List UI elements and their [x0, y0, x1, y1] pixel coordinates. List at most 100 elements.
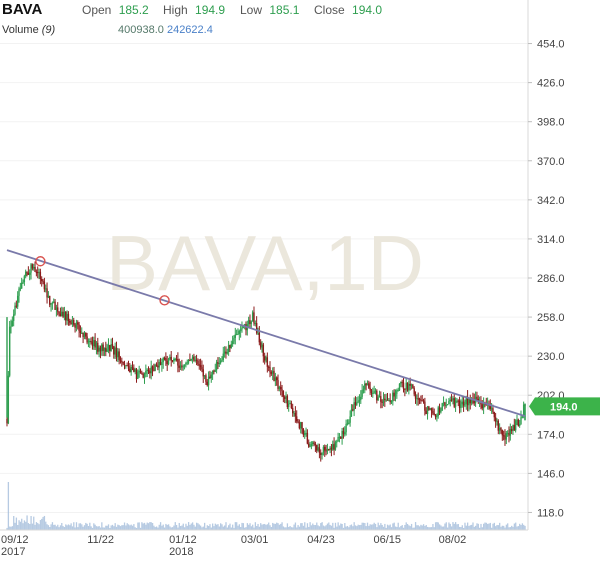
candle[interactable]: [274, 372, 277, 387]
trendline-anchor-marker[interactable]: [159, 295, 170, 306]
candle[interactable]: [373, 385, 375, 395]
candle[interactable]: [440, 407, 442, 414]
candle[interactable]: [444, 401, 446, 410]
candle[interactable]: [312, 441, 314, 447]
candle[interactable]: [194, 355, 196, 363]
candle[interactable]: [442, 396, 445, 407]
candle[interactable]: [370, 388, 373, 397]
candle[interactable]: [199, 358, 202, 371]
candle[interactable]: [110, 338, 112, 352]
candle[interactable]: [198, 359, 200, 370]
candle[interactable]: [369, 381, 371, 395]
candle[interactable]: [82, 332, 84, 344]
candle[interactable]: [449, 396, 451, 407]
candle[interactable]: [445, 398, 447, 408]
candle[interactable]: [227, 340, 230, 356]
candle[interactable]: [189, 353, 191, 361]
candle[interactable]: [414, 391, 417, 404]
candle[interactable]: [205, 373, 207, 385]
candle[interactable]: [336, 439, 338, 448]
candle[interactable]: [270, 370, 273, 376]
candle[interactable]: [206, 379, 208, 387]
candle[interactable]: [235, 329, 238, 336]
candle[interactable]: [300, 421, 302, 434]
candle[interactable]: [308, 439, 310, 448]
candle[interactable]: [254, 320, 257, 327]
candle[interactable]: [203, 375, 206, 380]
candle[interactable]: [265, 355, 267, 363]
candle[interactable]: [356, 397, 358, 407]
candle[interactable]: [237, 328, 239, 335]
candle[interactable]: [129, 363, 131, 373]
candle[interactable]: [170, 351, 172, 367]
candle[interactable]: [51, 301, 54, 310]
candle[interactable]: [298, 419, 301, 430]
candle[interactable]: [209, 370, 211, 379]
candle[interactable]: [482, 397, 485, 415]
candle[interactable]: [259, 339, 262, 350]
candle[interactable]: [75, 319, 78, 332]
candle[interactable]: [62, 307, 64, 319]
candle[interactable]: [384, 394, 386, 407]
candle[interactable]: [42, 279, 44, 285]
candle[interactable]: [372, 387, 374, 398]
candle[interactable]: [202, 364, 204, 383]
candle[interactable]: [130, 364, 132, 376]
candle[interactable]: [247, 316, 250, 327]
candle[interactable]: [94, 333, 96, 351]
candle[interactable]: [325, 445, 327, 456]
candle[interactable]: [113, 345, 115, 359]
candle[interactable]: [382, 392, 385, 407]
candle[interactable]: [43, 277, 46, 293]
candle[interactable]: [151, 365, 154, 377]
candle[interactable]: [147, 366, 150, 375]
candle[interactable]: [269, 361, 271, 378]
candle[interactable]: [119, 356, 122, 364]
candle[interactable]: [514, 419, 517, 433]
candle[interactable]: [469, 394, 471, 410]
candle[interactable]: [317, 443, 319, 452]
candle[interactable]: [408, 380, 410, 395]
candle[interactable]: [70, 319, 72, 325]
candle[interactable]: [386, 392, 389, 401]
candle[interactable]: [500, 426, 502, 434]
candle[interactable]: [15, 300, 18, 309]
candle[interactable]: [397, 387, 399, 392]
candle[interactable]: [115, 341, 118, 362]
candle[interactable]: [10, 319, 12, 334]
candle[interactable]: [398, 383, 401, 391]
candle[interactable]: [31, 263, 34, 271]
candle[interactable]: [349, 410, 351, 427]
candle[interactable]: [71, 315, 74, 328]
candle[interactable]: [54, 299, 56, 310]
candle[interactable]: [510, 426, 513, 435]
candle[interactable]: [157, 359, 159, 371]
candle[interactable]: [182, 364, 184, 371]
candle[interactable]: [101, 343, 103, 356]
candle[interactable]: [171, 359, 174, 363]
candle[interactable]: [457, 399, 459, 407]
candle[interactable]: [154, 363, 156, 372]
candle[interactable]: [250, 320, 253, 328]
candle[interactable]: [79, 325, 82, 338]
candles[interactable]: [6, 261, 526, 462]
candle[interactable]: [90, 337, 92, 345]
candle[interactable]: [63, 306, 66, 321]
candle[interactable]: [292, 403, 294, 417]
candle[interactable]: [446, 404, 449, 406]
candle[interactable]: [305, 427, 307, 437]
candle[interactable]: [333, 437, 335, 456]
candle[interactable]: [230, 340, 232, 349]
candle[interactable]: [249, 314, 251, 328]
candle[interactable]: [273, 366, 275, 382]
candle[interactable]: [67, 311, 70, 326]
candle[interactable]: [245, 321, 247, 336]
candle[interactable]: [430, 407, 433, 418]
candle[interactable]: [304, 430, 306, 439]
candle[interactable]: [153, 363, 155, 372]
candle[interactable]: [425, 407, 427, 415]
candle[interactable]: [221, 356, 223, 363]
candle[interactable]: [233, 335, 235, 345]
candle[interactable]: [380, 391, 382, 409]
